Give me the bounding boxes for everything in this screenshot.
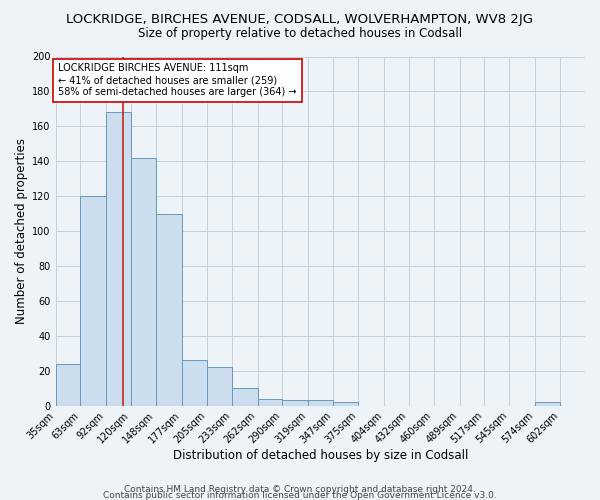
Y-axis label: Number of detached properties: Number of detached properties — [15, 138, 28, 324]
Bar — [232, 388, 257, 406]
Bar — [56, 364, 80, 406]
Bar — [283, 400, 308, 406]
Text: LOCKRIDGE BIRCHES AVENUE: 111sqm
← 41% of detached houses are smaller (259)
58% : LOCKRIDGE BIRCHES AVENUE: 111sqm ← 41% o… — [58, 64, 296, 96]
Text: Contains HM Land Registry data © Crown copyright and database right 2024.: Contains HM Land Registry data © Crown c… — [124, 485, 476, 494]
Bar — [182, 360, 207, 406]
Bar — [257, 398, 283, 406]
Bar — [207, 367, 232, 406]
Bar — [80, 196, 106, 406]
Bar — [156, 214, 182, 406]
Bar — [308, 400, 333, 406]
X-axis label: Distribution of detached houses by size in Codsall: Distribution of detached houses by size … — [173, 450, 468, 462]
Bar — [131, 158, 156, 406]
Text: LOCKRIDGE, BIRCHES AVENUE, CODSALL, WOLVERHAMPTON, WV8 2JG: LOCKRIDGE, BIRCHES AVENUE, CODSALL, WOLV… — [67, 12, 533, 26]
Text: Size of property relative to detached houses in Codsall: Size of property relative to detached ho… — [138, 28, 462, 40]
Bar — [535, 402, 560, 406]
Bar — [106, 112, 131, 406]
Bar — [333, 402, 358, 406]
Text: Contains public sector information licensed under the Open Government Licence v3: Contains public sector information licen… — [103, 490, 497, 500]
